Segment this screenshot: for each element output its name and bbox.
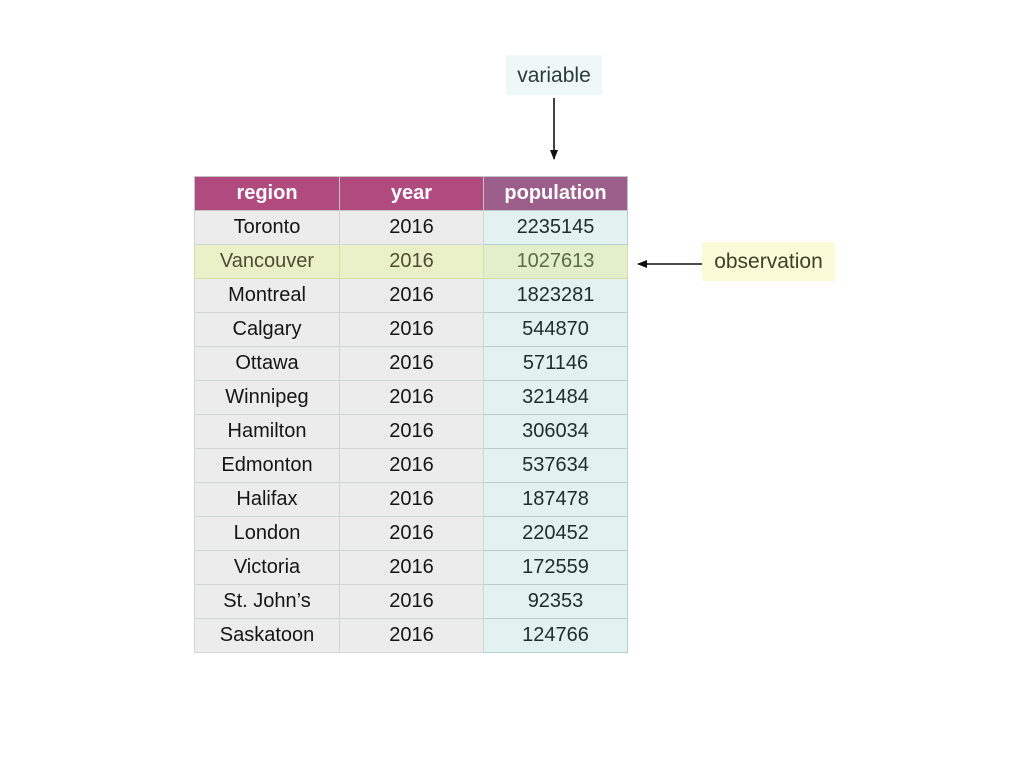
cell-population: 1823281: [483, 278, 628, 313]
table-row: Halifax 2016 187478: [194, 482, 628, 517]
cell-year: 2016: [339, 210, 484, 245]
table-header-row: region year population: [194, 176, 628, 211]
cell-year: 2016: [339, 414, 484, 449]
cell-population: 172559: [483, 550, 628, 585]
observation-callout: observation: [702, 242, 835, 281]
cell-region: Saskatoon: [194, 618, 340, 653]
header-region: region: [194, 176, 340, 211]
cell-population: 1027613: [483, 244, 628, 279]
header-population: population: [483, 176, 628, 211]
cell-year: 2016: [339, 380, 484, 415]
table-row: Saskatoon 2016 124766: [194, 618, 628, 653]
cell-population: 306034: [483, 414, 628, 449]
cell-population: 2235145: [483, 210, 628, 245]
cell-population: 92353: [483, 584, 628, 619]
table-row: Winnipeg 2016 321484: [194, 380, 628, 415]
cell-region: Calgary: [194, 312, 340, 347]
table-row: Edmonton 2016 537634: [194, 448, 628, 483]
cell-region: Winnipeg: [194, 380, 340, 415]
cell-region: Hamilton: [194, 414, 340, 449]
cell-year: 2016: [339, 312, 484, 347]
cell-year: 2016: [339, 550, 484, 585]
cell-region: Victoria: [194, 550, 340, 585]
cell-population: 220452: [483, 516, 628, 551]
cell-population: 537634: [483, 448, 628, 483]
cell-region: St. John’s: [194, 584, 340, 619]
observation-callout-label: observation: [714, 250, 823, 273]
cell-region: London: [194, 516, 340, 551]
cell-year: 2016: [339, 448, 484, 483]
cell-year: 2016: [339, 516, 484, 551]
cell-region: Halifax: [194, 482, 340, 517]
table-row: Toronto 2016 2235145: [194, 210, 628, 245]
cell-year: 2016: [339, 278, 484, 313]
cell-population: 544870: [483, 312, 628, 347]
cell-population: 124766: [483, 618, 628, 653]
cell-region: Vancouver: [194, 244, 340, 279]
tidy-data-table: region year population Toronto 2016 223514…: [194, 176, 628, 653]
table-row: St. John’s 2016 92353: [194, 584, 628, 619]
table-row: Ottawa 2016 571146: [194, 346, 628, 381]
cell-population: 571146: [483, 346, 628, 381]
cell-population: 187478: [483, 482, 628, 517]
cell-year: 2016: [339, 482, 484, 517]
observation-row: Vancouver 2016 1027613: [194, 244, 628, 279]
cell-year: 2016: [339, 244, 484, 279]
cell-region: Ottawa: [194, 346, 340, 381]
cell-region: Montreal: [194, 278, 340, 313]
table-row: Victoria 2016 172559: [194, 550, 628, 585]
variable-callout-label: variable: [517, 63, 591, 87]
cell-year: 2016: [339, 346, 484, 381]
cell-population: 321484: [483, 380, 628, 415]
cell-region: Toronto: [194, 210, 340, 245]
header-year: year: [339, 176, 484, 211]
cell-year: 2016: [339, 584, 484, 619]
table-row: Calgary 2016 544870: [194, 312, 628, 347]
cell-region: Edmonton: [194, 448, 340, 483]
variable-callout: variable: [506, 55, 602, 95]
cell-year: 2016: [339, 618, 484, 653]
table-row: Hamilton 2016 306034: [194, 414, 628, 449]
table-row: London 2016 220452: [194, 516, 628, 551]
table-row: Montreal 2016 1823281: [194, 278, 628, 313]
table-body: Toronto 2016 2235145 Vancouver 2016 1027613 Mo…: [194, 210, 628, 653]
